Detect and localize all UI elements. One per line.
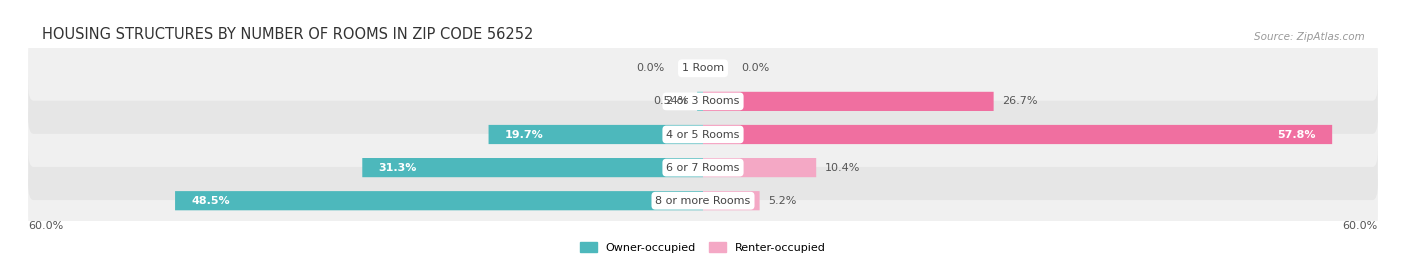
Text: 8 or more Rooms: 8 or more Rooms	[655, 196, 751, 206]
FancyBboxPatch shape	[28, 69, 1378, 134]
Text: 1 Room: 1 Room	[682, 63, 724, 73]
Text: 0.54%: 0.54%	[652, 96, 689, 107]
Text: 57.8%: 57.8%	[1277, 129, 1316, 140]
FancyBboxPatch shape	[703, 92, 994, 111]
FancyBboxPatch shape	[703, 191, 759, 210]
Text: 48.5%: 48.5%	[191, 196, 231, 206]
FancyBboxPatch shape	[488, 125, 703, 144]
Text: 19.7%: 19.7%	[505, 129, 544, 140]
FancyBboxPatch shape	[28, 36, 1378, 101]
Text: 5.2%: 5.2%	[768, 196, 797, 206]
Text: 0.0%: 0.0%	[637, 63, 665, 73]
Text: 10.4%: 10.4%	[825, 162, 860, 173]
Text: 6 or 7 Rooms: 6 or 7 Rooms	[666, 162, 740, 173]
FancyBboxPatch shape	[28, 102, 1378, 167]
Text: 60.0%: 60.0%	[1343, 221, 1378, 231]
FancyBboxPatch shape	[28, 135, 1378, 200]
Legend: Owner-occupied, Renter-occupied: Owner-occupied, Renter-occupied	[581, 242, 825, 253]
Text: 0.0%: 0.0%	[741, 63, 769, 73]
FancyBboxPatch shape	[28, 168, 1378, 233]
Text: 26.7%: 26.7%	[1002, 96, 1038, 107]
Text: 31.3%: 31.3%	[378, 162, 418, 173]
Text: Source: ZipAtlas.com: Source: ZipAtlas.com	[1254, 31, 1364, 41]
FancyBboxPatch shape	[176, 191, 703, 210]
Text: 2 or 3 Rooms: 2 or 3 Rooms	[666, 96, 740, 107]
FancyBboxPatch shape	[363, 158, 703, 177]
FancyBboxPatch shape	[703, 125, 1331, 144]
Text: HOUSING STRUCTURES BY NUMBER OF ROOMS IN ZIP CODE 56252: HOUSING STRUCTURES BY NUMBER OF ROOMS IN…	[42, 27, 533, 41]
Text: 60.0%: 60.0%	[28, 221, 63, 231]
FancyBboxPatch shape	[697, 92, 703, 111]
FancyBboxPatch shape	[703, 158, 817, 177]
Text: 4 or 5 Rooms: 4 or 5 Rooms	[666, 129, 740, 140]
